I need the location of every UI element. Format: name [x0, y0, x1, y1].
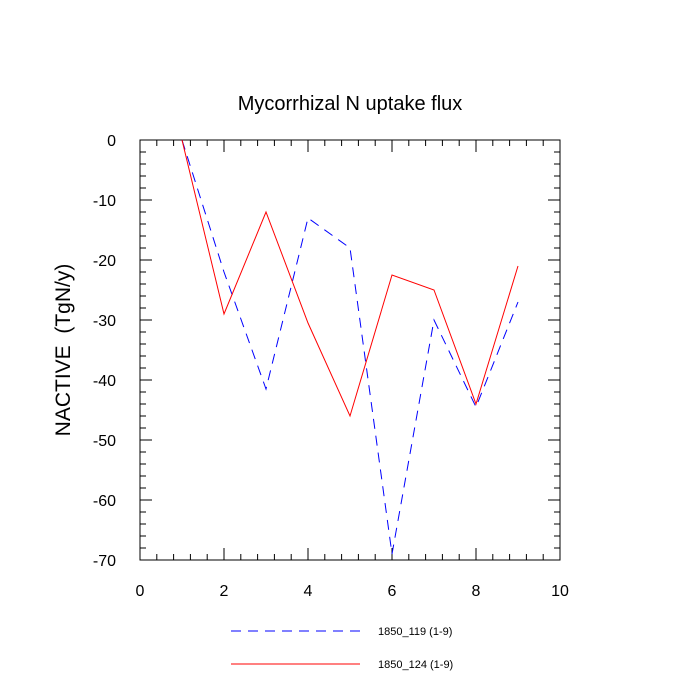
y-tick-label: -50	[93, 433, 116, 450]
series-line-1	[181, 139, 519, 555]
axis-ticks	[139, 139, 561, 561]
plot-frame	[139, 139, 561, 561]
legend-label-2: 1850_124 (1-9)	[378, 659, 453, 671]
legend: 1850_119 (1-9) 1850_124 (1-9)	[231, 626, 453, 671]
x-tick-label: 6	[388, 583, 397, 600]
y-tick-label: 0	[107, 133, 116, 150]
x-tick-label: 2	[220, 583, 229, 600]
x-tick-label: 0	[136, 583, 145, 600]
series-line-2	[181, 139, 519, 418]
x-tick-label: 8	[472, 583, 481, 600]
legend-label-1: 1850_119 (1-9)	[378, 626, 452, 638]
series-lines	[181, 139, 519, 555]
y-tick-label: -10	[93, 193, 116, 210]
y-tick-label: -30	[93, 313, 116, 330]
x-tick-label: 10	[551, 583, 569, 600]
x-tick-label: 4	[304, 583, 313, 600]
y-tick-label: -40	[93, 373, 116, 390]
y-tick-label: -20	[93, 253, 116, 270]
y-tick-label: -60	[93, 493, 116, 510]
y-axis-label: NACTIVE (TgN/y)	[52, 264, 75, 437]
axis-tick-labels: 0 2 4 6 8 10 0 -10 -20 -30 -40 -50 -60 -70	[93, 133, 569, 600]
chart-title: Mycorrhizal N uptake flux	[238, 93, 463, 115]
y-tick-label: -70	[93, 553, 116, 570]
